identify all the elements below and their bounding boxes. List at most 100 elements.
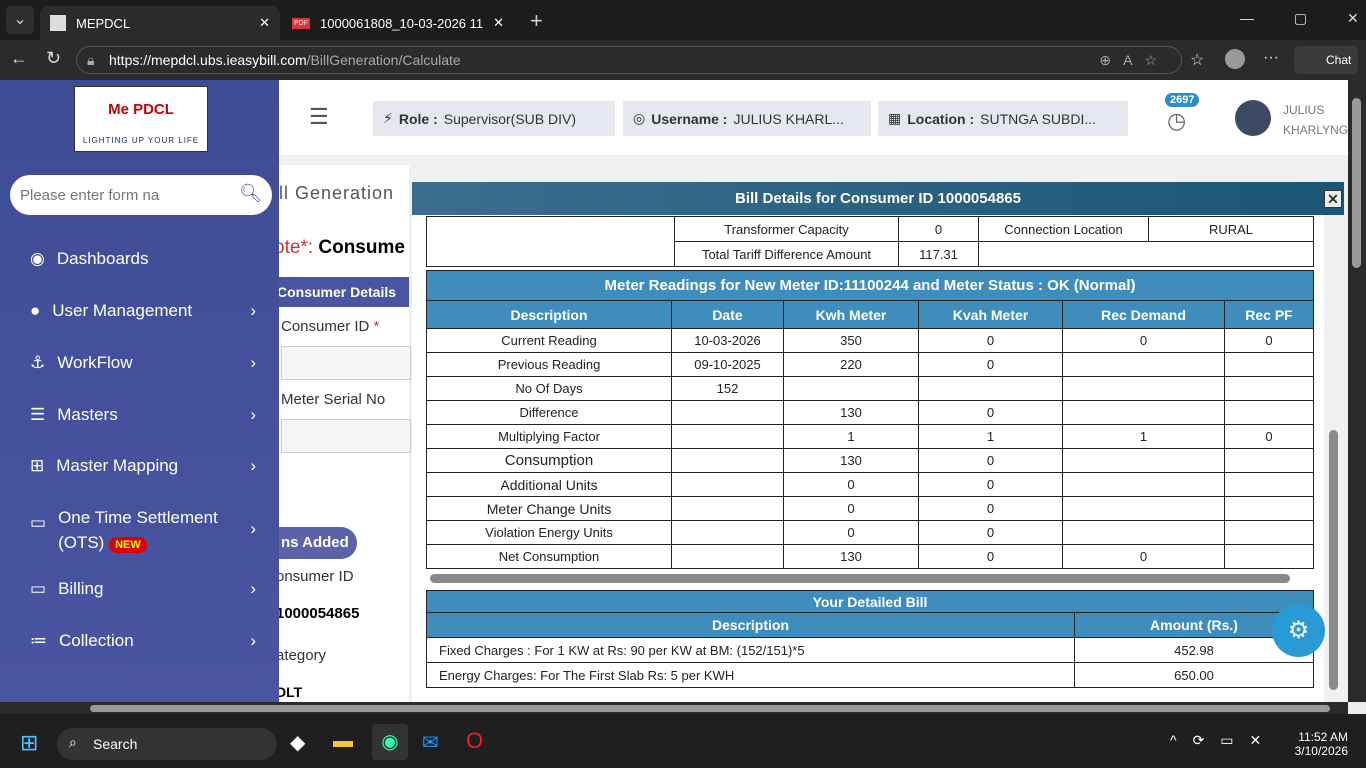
- additions-added-button[interactable]: ns Added: [279, 527, 357, 559]
- close-modal-button[interactable]: ✕: [1324, 190, 1342, 208]
- cell: 0: [783, 472, 919, 497]
- search-icon[interactable]: 🔍︎: [239, 183, 262, 203]
- settings-gear-button[interactable]: ⚙︎: [1272, 604, 1325, 657]
- zoom-read-favorite-icons[interactable]: ⊕A☆: [1099, 51, 1169, 68]
- user-icon: ●: [30, 301, 41, 320]
- chat-label: Chat: [1326, 53, 1352, 67]
- cell: [671, 520, 784, 545]
- cell: 09-10-2025: [671, 352, 784, 377]
- meter-serial-input[interactable]: [281, 419, 411, 453]
- page-horizontal-scrollbar[interactable]: [0, 702, 1348, 714]
- favorites-icon[interactable]: ☆: [1190, 52, 1205, 69]
- url-path: /BillGeneration/Calculate: [306, 52, 461, 68]
- logo-tagline: LIGHTING UP YOUR LIFE: [82, 136, 200, 145]
- user-name: JULIUS KHARLYNG: [1283, 100, 1348, 140]
- favicon-icon: [50, 15, 66, 31]
- new-tab-button[interactable]: +: [530, 8, 543, 33]
- cell: Energy Charges: For The First Slab Rs: 5…: [426, 662, 1075, 688]
- opera-icon[interactable]: O: [466, 728, 484, 753]
- tab-pdf[interactable]: PDF 1000061808_10-03-2026 11_41_33 ✕: [282, 6, 514, 40]
- windows-start-icon[interactable]: ⊞: [20, 730, 39, 755]
- sidebar-item-collection[interactable]: ≔ Collection ›: [30, 631, 260, 651]
- close-tab-icon[interactable]: ✕: [493, 15, 504, 30]
- cell: [1062, 376, 1225, 401]
- cell: [1062, 496, 1225, 521]
- taskbar-search[interactable]: ⌕ Search: [57, 728, 277, 760]
- username-pill: ◎ Username : JULIUS KHARL...: [623, 101, 871, 136]
- mepdcl-logo[interactable]: Me PDCL LIGHTING UP YOUR LIFE: [74, 86, 208, 152]
- copilot-chat-button[interactable]: Chat: [1294, 46, 1358, 74]
- logo-text: Me PDCL: [108, 101, 174, 118]
- window-controls[interactable]: — ▢ ✕: [1240, 10, 1359, 26]
- detailed-bill-table: Your Detailed Bill Description Amount (Rs…: [426, 590, 1314, 688]
- cell: 650.00: [1074, 662, 1314, 688]
- cell: [1062, 520, 1225, 545]
- close-tab-icon[interactable]: ✕: [259, 15, 270, 30]
- tab-list-button[interactable]: ⌄: [6, 6, 34, 34]
- user-first-name: JULIUS: [1283, 103, 1325, 117]
- mail-icon[interactable]: ✉: [422, 732, 439, 754]
- cell: 1: [918, 424, 1063, 449]
- cell: [671, 424, 784, 449]
- page-vertical-scrollbar[interactable]: [1348, 80, 1366, 702]
- clock[interactable]: 11:52 AM 3/10/2026: [1290, 730, 1348, 758]
- table-horizontal-scrollbar[interactable]: [430, 574, 1290, 583]
- nav-label: WorkFlow: [57, 353, 133, 372]
- consumer-id-label: Consumer ID: [281, 318, 370, 335]
- file-explorer-icon[interactable]: ▬: [333, 730, 353, 752]
- modal-vertical-scrollbar[interactable]: [1324, 215, 1344, 702]
- table-row: Total Tariff Difference Amount 117.31: [427, 241, 1314, 267]
- meter-readings-title: Meter Readings for New Meter ID:11100244…: [426, 270, 1314, 301]
- column-header: Kvah Meter: [918, 300, 1063, 329]
- cell: [1062, 352, 1225, 377]
- sidebar-item-billing[interactable]: ▭ Billing ›: [30, 579, 260, 599]
- browser-tab-bar: ⌄ MEPDCL ✕ PDF 1000061808_10-03-2026 11_…: [0, 0, 1366, 40]
- chevron-right-icon: ›: [250, 353, 256, 372]
- refresh-icon[interactable]: ↻: [46, 48, 62, 68]
- profile-avatar[interactable]: [1225, 49, 1245, 69]
- location-pill: ▦ Location : SUTNGA SUBDI...: [878, 101, 1128, 136]
- consumer-id-input[interactable]: [281, 346, 411, 380]
- hamburger-menu-icon[interactable]: ☰: [309, 104, 329, 129]
- consumer-details-tab[interactable]: Consumer Details: [279, 277, 409, 307]
- nav-label: User Management: [52, 301, 193, 320]
- user-circle-icon: ◎: [633, 110, 646, 126]
- sidebar-item-workflow[interactable]: ⚓︎ WorkFlow ›: [30, 353, 260, 373]
- url-input[interactable]: 🔒︎ https://mepdcl.ubs.ieasybill.com/Bill…: [76, 46, 1182, 74]
- page-title: ill Generation: [279, 183, 395, 203]
- sidebar-item-ots[interactable]: ▭ One Time Settlement (OTS) NEW ›: [30, 505, 260, 558]
- tab-mepdcl[interactable]: MEPDCL ✕: [40, 6, 280, 40]
- sidebar-item-master-mapping[interactable]: ⊞ Master Mapping ›: [30, 456, 260, 476]
- search-label: Search: [93, 736, 138, 752]
- clock-icon[interactable]: ◷: [1167, 108, 1187, 133]
- nav-label: Master Mapping: [56, 456, 179, 475]
- cell: Additional Units: [426, 472, 672, 497]
- tab-title: 1000061808_10-03-2026 11_41_33: [320, 15, 484, 31]
- cell: 0: [918, 472, 1063, 497]
- search-icon: ⌕: [69, 734, 77, 750]
- edge-icon[interactable]: ◉: [372, 724, 408, 760]
- sidebar-item-masters[interactable]: ☰ Masters ›: [30, 405, 260, 425]
- cell: [1224, 376, 1314, 401]
- cell: 0: [1062, 544, 1225, 569]
- cell: Total Tariff Difference Amount: [674, 241, 899, 267]
- new-badge: NEW: [109, 537, 147, 553]
- avatar[interactable]: [1235, 100, 1271, 136]
- sidebar-item-user-management[interactable]: ● User Management ›: [30, 301, 260, 321]
- cell: [671, 496, 784, 521]
- table-row: Fixed Charges : For 1 KW at Rs: 90 per K…: [426, 637, 1314, 663]
- back-icon[interactable]: ←: [10, 48, 28, 68]
- cell: 0: [918, 448, 1063, 473]
- sidebar-item-dashboards[interactable]: ◉ Dashboards: [30, 249, 260, 269]
- chevron-right-icon: ›: [250, 519, 256, 538]
- location-label: Location :: [907, 110, 975, 127]
- system-tray-icons[interactable]: ^⟳▭✕: [1170, 732, 1278, 748]
- meter-serial-label: Meter Serial No: [281, 391, 386, 408]
- form-search-input[interactable]: Please enter form na 🔍︎: [10, 175, 272, 215]
- copilot-icon[interactable]: ◆: [290, 732, 306, 754]
- column-header: Date: [671, 300, 784, 329]
- modal-title: Bill Details for Consumer ID 1000054865: [735, 190, 1021, 207]
- cell: Current Reading: [426, 328, 672, 353]
- cell: Consumption: [426, 448, 672, 473]
- more-icon[interactable]: ···: [1263, 49, 1279, 66]
